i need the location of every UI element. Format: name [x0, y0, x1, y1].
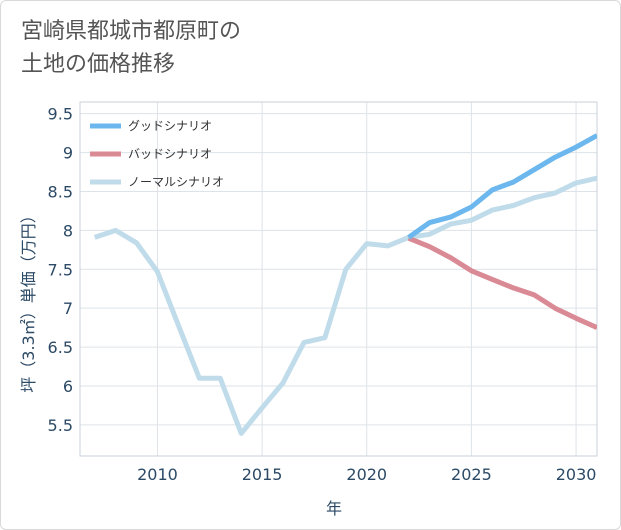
- chart-title: 宮崎県都城市都原町の 土地の価格推移: [21, 19, 242, 77]
- y-tick-label: 8: [63, 221, 73, 240]
- y-tick-label: 7: [63, 299, 73, 318]
- x-tick-label: 2025: [451, 465, 492, 484]
- series-lines: [93, 133, 597, 436]
- x-axis-label: 年: [326, 499, 342, 518]
- x-tick-label: 2020: [346, 465, 387, 484]
- grid-lines: [80, 102, 597, 456]
- legend-label: バッドシナリオ: [128, 147, 212, 161]
- axes: 5.5 6 6.5 7 7.5 8 8.5 9 9.5 2010 2015 2020 2025 2030: [48, 101, 598, 484]
- y-tick-label: 6: [63, 377, 73, 396]
- y-tick-label: 6.5: [48, 338, 73, 357]
- series-line-2: [407, 235, 597, 330]
- y-tick-label: 9: [63, 144, 73, 163]
- x-tick-label: 2015: [242, 465, 283, 484]
- legend-label: ノーマルシナリオ: [128, 175, 224, 189]
- series-line-1: [407, 133, 597, 240]
- x-tick-label: 2010: [137, 465, 178, 484]
- y-tick-label: 5.5: [48, 416, 73, 435]
- legend-label: グッドシナリオ: [128, 119, 212, 133]
- y-tick-label: 7.5: [48, 260, 73, 279]
- y-axis-label: 坪（3.3㎡）単価（万円）: [19, 207, 38, 392]
- x-tick-label: 2030: [556, 465, 597, 484]
- y-tick-label: 8.5: [48, 182, 73, 201]
- plot-frame: [79, 101, 598, 457]
- series-line-3: [93, 175, 597, 436]
- y-tick-label: 9.5: [48, 105, 73, 124]
